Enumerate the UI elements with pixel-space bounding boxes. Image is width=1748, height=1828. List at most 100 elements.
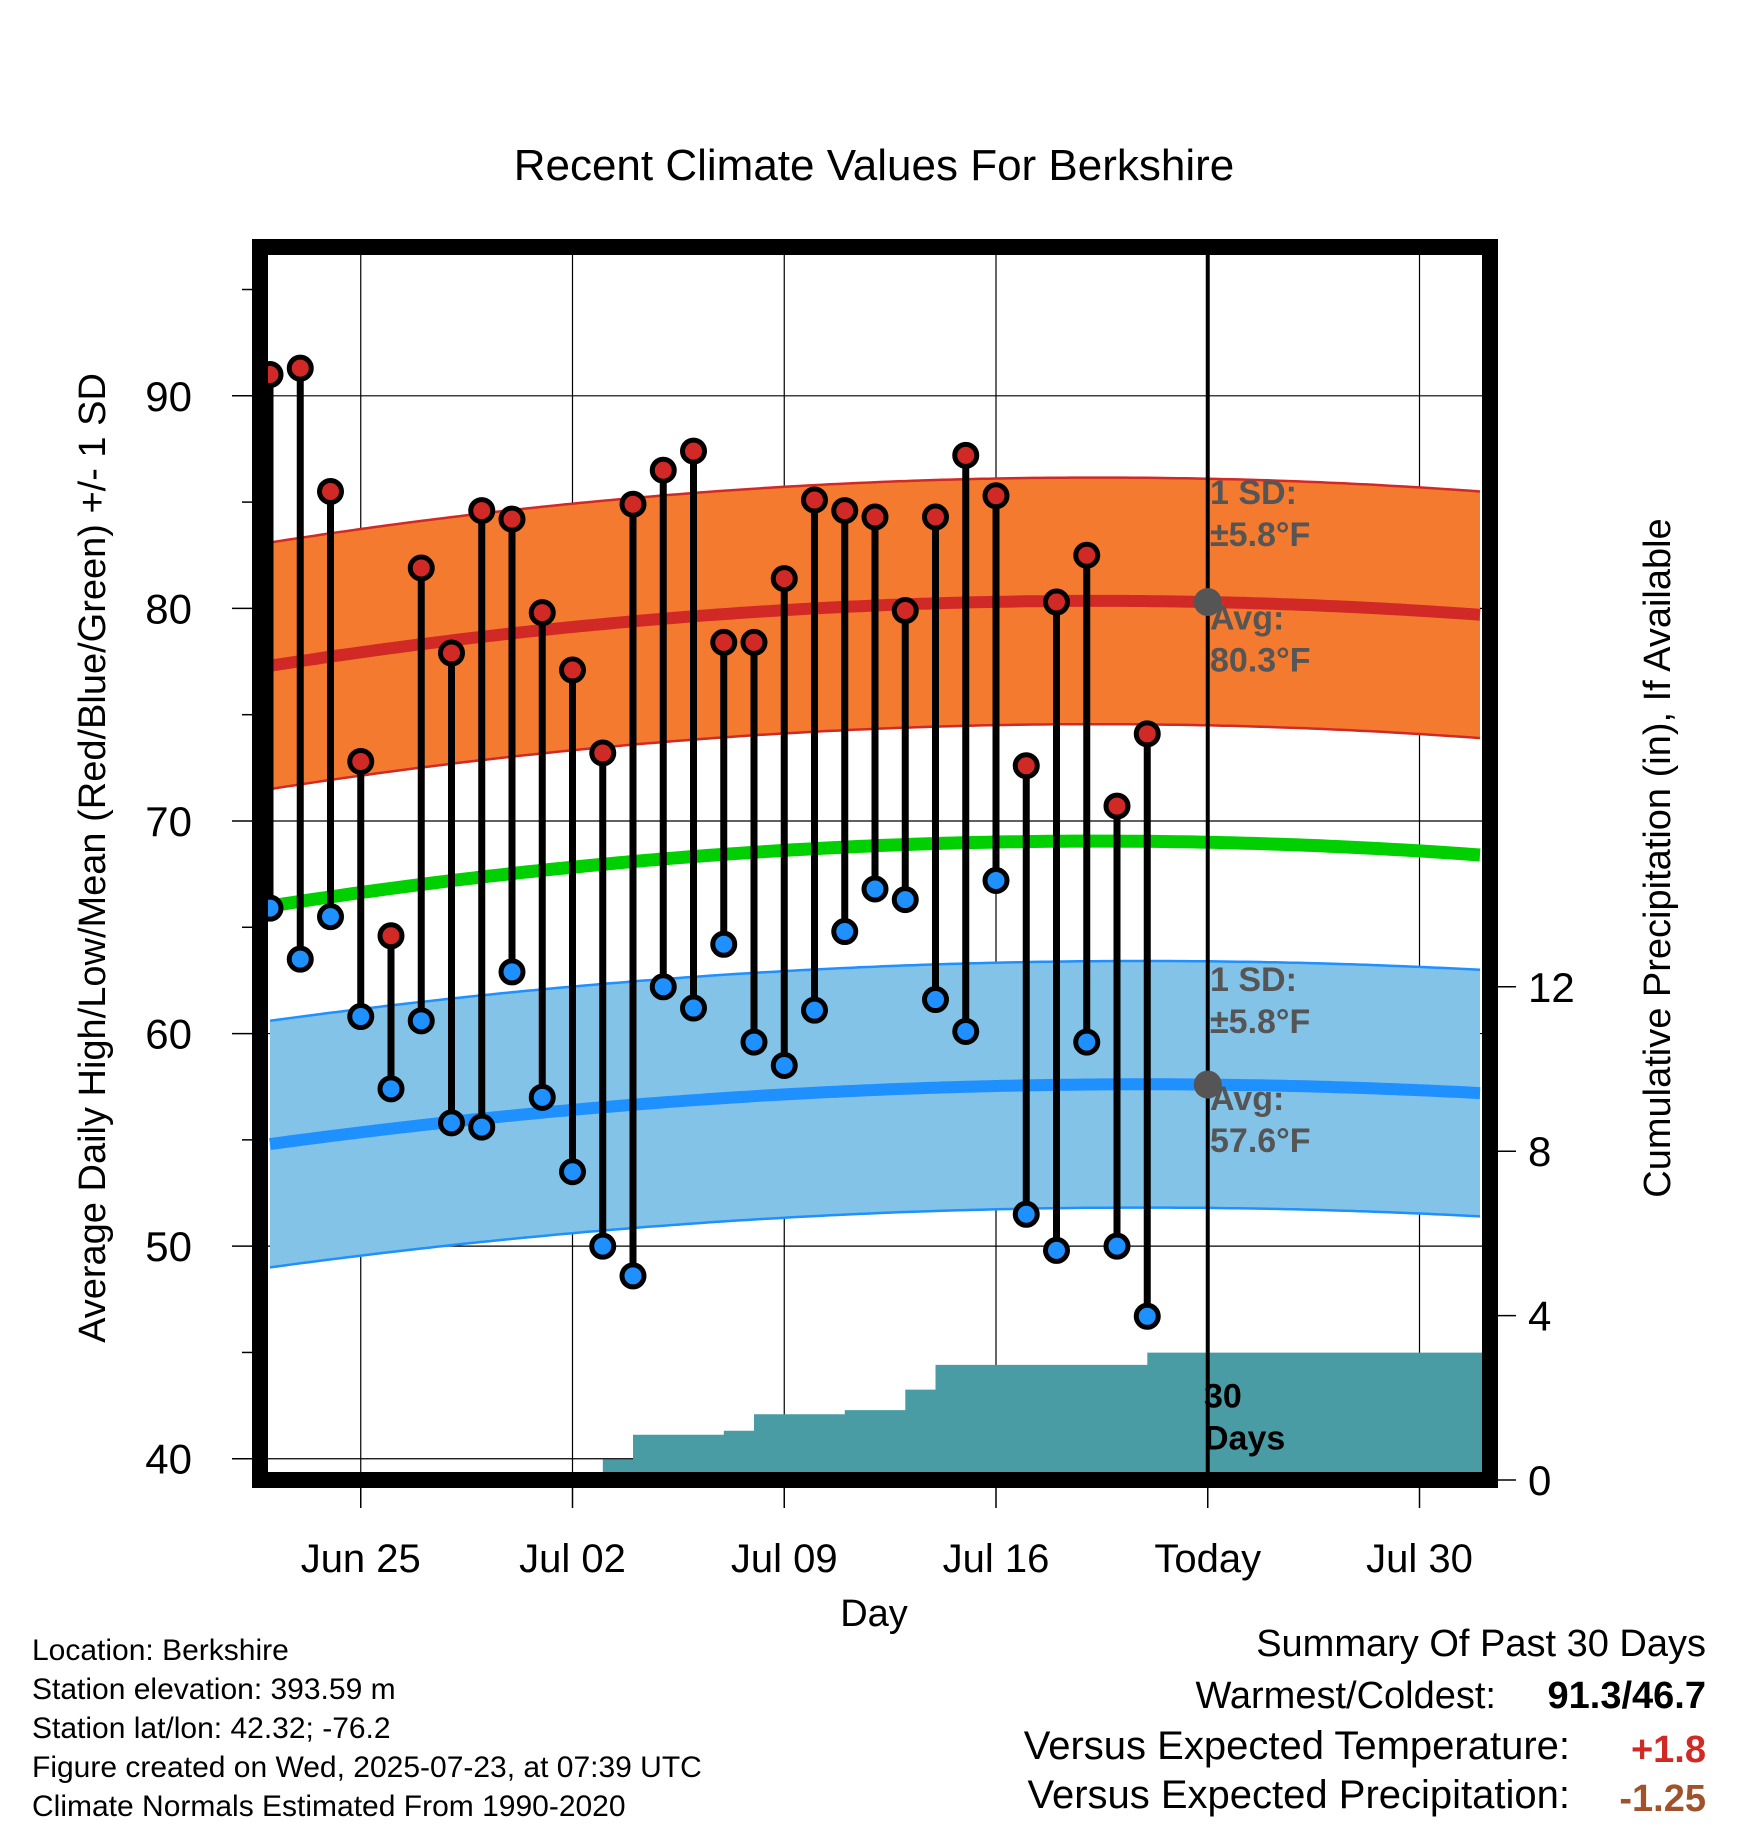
observed-high-point (377, 922, 405, 950)
x-axis-label: Day (840, 1593, 908, 1635)
observed-high-point (347, 747, 375, 775)
observed-low-point (831, 918, 859, 946)
y-tick-label: 60 (145, 1011, 192, 1058)
observed-low-point (498, 958, 526, 986)
observed-low-point (1073, 1028, 1101, 1056)
summary-temp-label: Versus Expected Temperature: (1024, 1724, 1570, 1768)
x-tick-label: Jul 02 (519, 1537, 626, 1581)
observed-high-point (1073, 541, 1101, 569)
summary-temp-value: +1.8 (1631, 1729, 1706, 1771)
footer-elevation: Station elevation: 393.59 m (32, 1673, 396, 1706)
observed-high-point (317, 477, 344, 505)
x-tick-label: Jul 09 (731, 1537, 838, 1581)
observed-low-point (1012, 1200, 1040, 1228)
observed-low-point (1103, 1232, 1131, 1260)
chart-title: Recent Climate Values For Berkshire (514, 141, 1235, 190)
y-axis-label: Average Daily High/Low/Mean (Red/Blue/Gr… (72, 373, 114, 1343)
observed-high-point (438, 639, 465, 667)
observed-high-point (589, 739, 617, 767)
high-avg-annotation-line-1: 80.3°F (1210, 642, 1311, 680)
footer-created: Figure created on Wed, 2025-07-23, at 07… (32, 1751, 702, 1784)
observed-high-point (891, 597, 919, 625)
low-avg-annotation-line-1: 57.6°F (1210, 1122, 1311, 1160)
y-tick-label: 40 (145, 1436, 192, 1483)
observed-high-point (407, 554, 435, 582)
high-avg-annotation-line-0: Avg: (1210, 600, 1284, 638)
observed-low-point (317, 903, 344, 931)
summary-warm-cold-label: Warmest/Coldest: (1195, 1675, 1496, 1717)
observed-high-point (801, 486, 828, 514)
days-annotation-line-1: Days (1204, 1420, 1285, 1458)
observed-low-point (347, 1003, 375, 1031)
observed-low-point (438, 1109, 465, 1137)
x-tick-label: Today (1154, 1537, 1261, 1581)
observed-low-point (619, 1262, 647, 1290)
days-annotation-line-0: 30 (1204, 1378, 1242, 1416)
observed-low-point (1167, 0, 1189, 11)
y-tick-label: 90 (145, 373, 192, 420)
observed-low-point (589, 1232, 617, 1260)
observed-high-point (1167, 0, 1189, 11)
observed-low-point (1133, 1302, 1161, 1330)
x-tick-label: Jun 25 (301, 1537, 421, 1581)
observed-low-point (680, 994, 707, 1022)
precip-area (270, 1352, 1490, 1480)
observed-high-point (952, 441, 980, 469)
summary-precip-label: Versus Expected Precipitation: (1027, 1773, 1570, 1817)
high-sd-annotation-line-0: 1 SD: (1210, 474, 1297, 512)
y-tick-label: 50 (145, 1223, 192, 1270)
observed-high-point (286, 354, 314, 382)
footer-normals: Climate Normals Estimated From 1990-2020 (32, 1790, 626, 1823)
observed-high-point (468, 497, 496, 525)
observed-high-point (680, 437, 707, 465)
observed-high-point (1103, 792, 1131, 820)
observed-low-point (801, 996, 828, 1024)
observed-high-point (861, 503, 889, 531)
low-sd-annotation-line-1: ±5.8°F (1210, 1003, 1310, 1041)
summary-heading: Summary Of Past 30 Days (1256, 1623, 1706, 1665)
footer-info: Location: Berkshire Station elevation: 3… (32, 1634, 702, 1823)
observed-low-point (286, 945, 314, 973)
observed-low-point (559, 1158, 586, 1186)
observed-low-point (649, 973, 677, 1001)
observed-high-point (922, 503, 949, 531)
observed-low-point (710, 930, 738, 958)
normal-low-band-upper (269, 959, 1481, 1023)
y2-tick-label: 0 (1528, 1457, 1551, 1504)
x-tick-label: Jul 16 (943, 1537, 1050, 1581)
y2-tick-label: 12 (1528, 964, 1575, 1011)
y-tick-label: 70 (145, 798, 192, 845)
observed-low-point (922, 986, 949, 1014)
observed-high-point (528, 599, 556, 627)
observed-high-point (649, 456, 677, 484)
observed-low-point (377, 1075, 405, 1103)
plot-inner: 1 SD: ±5.8°F Avg: 80.3°F 1 SD: ±5.8°F Avg: 57.6… (260, 0, 1490, 1480)
observed-high-point (770, 565, 798, 593)
observed-low-point (407, 1007, 435, 1035)
observed-low-point (982, 867, 1010, 895)
today-high-avg-marker (1193, 588, 1222, 617)
observed-low-point (1043, 1236, 1070, 1264)
observed-high-point (559, 656, 586, 684)
observed-low-point (891, 886, 919, 914)
observed-low-point (740, 1028, 768, 1056)
normal-low-band-lower (269, 1206, 1481, 1269)
observed-high-point (740, 628, 768, 656)
footer-latlon: Station lat/lon: 42.32; -76.2 (32, 1712, 391, 1745)
observed-high-point (831, 497, 859, 525)
y2-tick-label: 8 (1528, 1128, 1551, 1175)
plot-frame (252, 239, 1498, 1488)
observed-high-point (498, 505, 526, 533)
y-tick-label: 80 (145, 585, 192, 632)
observed-high-point (1043, 588, 1070, 616)
observed-high-point (982, 482, 1010, 510)
y2-tick-label: 4 (1528, 1293, 1551, 1340)
observed-high-point (1133, 720, 1161, 748)
low-sd-annotation-line-0: 1 SD: (1210, 961, 1297, 999)
observed-high-point (1012, 752, 1040, 780)
today-low-avg-marker (1193, 1070, 1222, 1099)
x-tick-label: Jul 30 (1366, 1537, 1473, 1581)
low-avg-annotation-line-0: Avg: (1210, 1080, 1284, 1118)
high-sd-annotation-line-1: ±5.8°F (1210, 516, 1310, 554)
